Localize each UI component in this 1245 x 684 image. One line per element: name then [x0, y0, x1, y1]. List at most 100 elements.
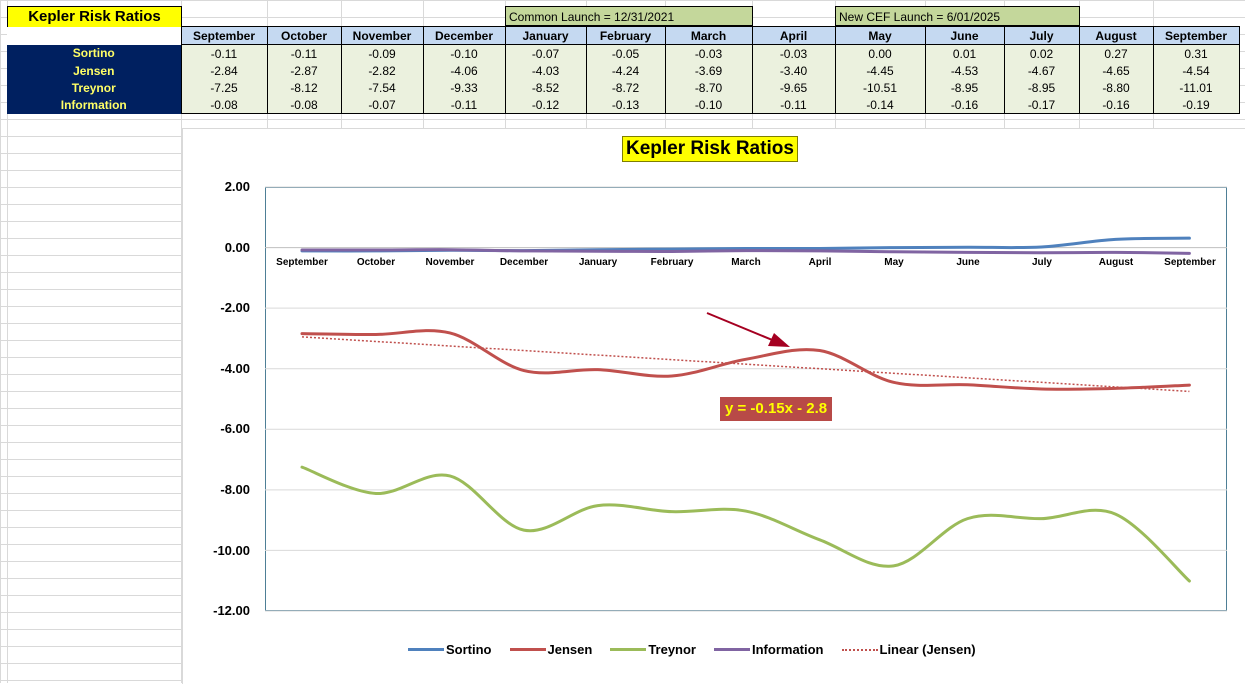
value-cell[interactable]: -3.40	[751, 62, 836, 79]
y-tick: -12.00	[213, 603, 250, 618]
value-cell[interactable]: -3.69	[664, 62, 753, 79]
value-cell[interactable]: -0.12	[504, 96, 587, 114]
chart-legend[interactable]: Sortino Jensen Treynor Information Linea…	[408, 642, 976, 657]
legend-swatch-jensen	[509, 648, 546, 651]
value-cell[interactable]: -8.95	[1003, 79, 1080, 96]
value-cell[interactable]: -8.12	[266, 79, 342, 96]
value-cell[interactable]: -0.11	[180, 44, 268, 62]
month-header[interactable]: September	[1152, 26, 1240, 45]
value-cell[interactable]: -0.08	[180, 96, 268, 114]
value-cell[interactable]: -4.67	[1003, 62, 1080, 79]
value-cell[interactable]: 0.01	[924, 44, 1005, 62]
month-header[interactable]: March	[664, 26, 753, 45]
value-cell[interactable]: -4.45	[834, 62, 926, 79]
value-cell[interactable]: -2.84	[180, 62, 268, 79]
row-label[interactable]: Information	[7, 96, 181, 114]
legend-item-sortino[interactable]: Sortino	[408, 642, 492, 657]
row-label[interactable]: Sortino	[7, 44, 181, 62]
y-tick: 0.00	[224, 240, 250, 255]
month-header[interactable]: August	[1078, 26, 1154, 45]
x-tick: October	[356, 257, 396, 268]
value-cell[interactable]: -0.03	[664, 44, 753, 62]
value-cell[interactable]: 0.31	[1152, 44, 1240, 62]
cef-launch-note[interactable]: New CEF Launch = 6/01/2025	[835, 6, 1080, 26]
value-cell[interactable]: -9.33	[422, 79, 506, 96]
legend-swatch-trendline	[841, 648, 878, 651]
month-header-row: September October November December Janu…	[7, 26, 1240, 45]
value-cell[interactable]: -4.54	[1152, 62, 1240, 79]
legend-item-linear-jensen[interactable]: Linear (Jensen)	[841, 642, 976, 657]
value-cell[interactable]: 0.27	[1078, 44, 1154, 62]
value-cell[interactable]: -0.13	[585, 96, 666, 114]
trendline-equation-label[interactable]: y = -0.15x - 2.8	[720, 397, 833, 421]
value-cell[interactable]: -2.82	[340, 62, 424, 79]
legend-label: Jensen	[547, 642, 593, 657]
value-cell[interactable]: -0.07	[504, 44, 587, 62]
value-cell[interactable]: -4.03	[504, 62, 587, 79]
value-cell[interactable]: -0.16	[1078, 96, 1154, 114]
legend-label: Information	[752, 642, 824, 657]
x-tick: December	[499, 257, 549, 268]
value-cell[interactable]: -7.25	[180, 79, 268, 96]
chart-object[interactable]	[182, 128, 1245, 684]
table-row-treynor: Treynor -7.25 -8.12 -7.54 -9.33 -8.52 -8…	[7, 79, 1240, 96]
value-cell[interactable]: -0.19	[1152, 96, 1240, 114]
month-header[interactable]: July	[1003, 26, 1080, 45]
value-cell[interactable]: -0.10	[422, 44, 506, 62]
value-cell[interactable]: -0.09	[340, 44, 424, 62]
value-cell[interactable]: -0.14	[834, 96, 926, 114]
month-header[interactable]: June	[924, 26, 1005, 45]
value-cell[interactable]: -8.72	[585, 79, 666, 96]
risk-ratios-table: September October November December Janu…	[7, 26, 1240, 114]
legend-item-treynor[interactable]: Treynor	[610, 642, 696, 657]
month-header[interactable]: October	[266, 26, 342, 45]
common-launch-note[interactable]: Common Launch = 12/31/2021	[505, 6, 753, 26]
value-cell[interactable]: -2.87	[266, 62, 342, 79]
value-cell[interactable]: -7.54	[340, 79, 424, 96]
value-cell[interactable]: -0.11	[422, 96, 506, 114]
row-label[interactable]: Treynor	[7, 79, 181, 96]
legend-label: Treynor	[648, 642, 696, 657]
month-header[interactable]: December	[422, 26, 506, 45]
value-cell[interactable]: -0.10	[664, 96, 753, 114]
month-header[interactable]: November	[340, 26, 424, 45]
value-cell[interactable]: -0.16	[924, 96, 1005, 114]
value-cell[interactable]: -8.70	[664, 79, 753, 96]
chart-title[interactable]: Kepler Risk Ratios	[622, 136, 798, 162]
value-cell[interactable]: -11.01	[1152, 79, 1240, 96]
value-cell[interactable]: -0.08	[266, 96, 342, 114]
x-tick: June	[956, 257, 980, 268]
value-cell[interactable]: -0.11	[751, 96, 836, 114]
value-cell[interactable]: -0.05	[585, 44, 666, 62]
value-cell[interactable]: 0.02	[1003, 44, 1080, 62]
value-cell[interactable]: -10.51	[834, 79, 926, 96]
month-header[interactable]: April	[751, 26, 836, 45]
value-cell[interactable]: -0.11	[266, 44, 342, 62]
legend-item-jensen[interactable]: Jensen	[509, 642, 593, 657]
value-cell[interactable]: -8.80	[1078, 79, 1154, 96]
month-header[interactable]: May	[834, 26, 926, 45]
legend-label: Sortino	[446, 642, 492, 657]
legend-item-information[interactable]: Information	[714, 642, 824, 657]
value-cell[interactable]: -0.07	[340, 96, 424, 114]
month-header[interactable]: January	[504, 26, 587, 45]
y-tick: 2.00	[224, 179, 250, 194]
x-tick: August	[1098, 257, 1134, 268]
y-tick: -6.00	[220, 421, 250, 436]
row-label[interactable]: Jensen	[7, 62, 181, 79]
month-header[interactable]: September	[180, 26, 268, 45]
month-header[interactable]: February	[585, 26, 666, 45]
legend-swatch-treynor	[610, 648, 647, 651]
value-cell[interactable]: -4.53	[924, 62, 1005, 79]
value-cell[interactable]: -4.65	[1078, 62, 1154, 79]
y-tick: -8.00	[220, 482, 250, 497]
value-cell[interactable]: -0.03	[751, 44, 836, 62]
value-cell[interactable]: -0.17	[1003, 96, 1080, 114]
header-blank-cell[interactable]	[7, 26, 181, 45]
value-cell[interactable]: -4.24	[585, 62, 666, 79]
legend-swatch-information	[714, 648, 750, 651]
legend-label: Linear (Jensen)	[879, 642, 976, 657]
value-cell[interactable]: 0.00	[834, 44, 926, 62]
table-row-jensen: Jensen -2.84 -2.87 -2.82 -4.06 -4.03 -4.…	[7, 62, 1240, 79]
value-cell[interactable]: -8.95	[924, 79, 1005, 96]
